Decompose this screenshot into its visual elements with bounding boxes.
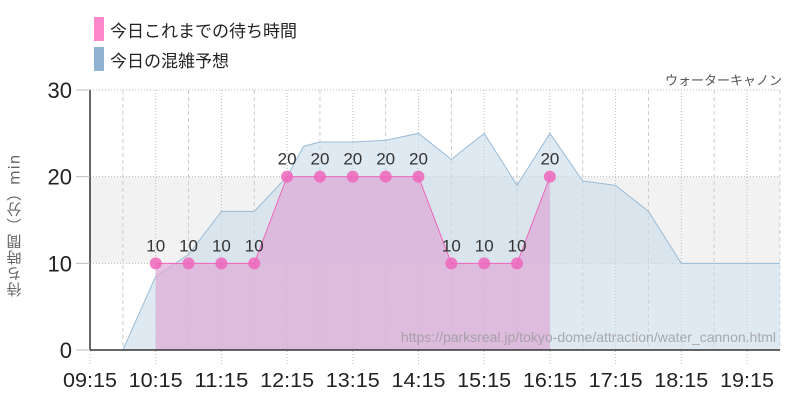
legend-swatch-pink <box>94 17 104 41</box>
x-tick-label: 19:15 <box>720 370 774 392</box>
x-tick-label: 12:15 <box>260 370 314 392</box>
data-label: 20 <box>310 150 329 169</box>
legend-item-forecast[interactable]: 今日の混雑予想 <box>94 44 297 74</box>
forecast-line <box>90 132 780 351</box>
x-tick-label: 10:15 <box>129 370 183 392</box>
data-label: 10 <box>442 236 461 255</box>
data-label: 10 <box>212 236 231 255</box>
data-point <box>182 257 195 270</box>
data-point <box>215 257 228 270</box>
data-label: 10 <box>146 236 165 255</box>
x-tick-label: 09:15 <box>63 370 117 392</box>
data-label: 20 <box>278 150 297 169</box>
data-point <box>445 257 458 270</box>
data-point <box>379 170 392 183</box>
x-tick-label: 11:15 <box>194 370 248 392</box>
x-tick-label: 13:15 <box>326 370 380 392</box>
legend-label: 今日これまでの待ち時間 <box>110 21 297 42</box>
x-tick-label: 15:15 <box>457 370 511 392</box>
data-point <box>149 257 162 270</box>
data-label: 10 <box>245 236 264 255</box>
x-tick-label: 17:15 <box>589 370 643 392</box>
chart-legend: 今日これまでの待ち時間 今日の混雑予想 <box>94 14 297 74</box>
data-point <box>248 257 261 270</box>
data-point <box>346 170 359 183</box>
x-tick-label: 16:15 <box>523 370 577 392</box>
data-point <box>543 170 556 183</box>
data-point <box>281 170 294 183</box>
legend-swatch-blue <box>94 47 104 71</box>
data-point <box>511 257 524 270</box>
legend-label: 今日の混雑予想 <box>110 51 229 72</box>
data-label: 10 <box>475 236 494 255</box>
data-label: 20 <box>343 150 362 169</box>
x-tick-label: 18:15 <box>654 370 708 392</box>
data-label: 20 <box>540 150 559 169</box>
data-label: 20 <box>376 150 395 169</box>
data-point <box>313 170 326 183</box>
data-label: 10 <box>508 236 527 255</box>
data-label: 20 <box>409 150 428 169</box>
y-tick-label: 30 <box>48 78 72 103</box>
attraction-name: ウォーターキャノン <box>664 74 782 89</box>
y-tick-label: 20 <box>48 165 72 190</box>
actual-area <box>155 176 550 350</box>
watermark-url: https://parksreal.jp/tokyo-dome/attracti… <box>401 329 776 345</box>
y-tick-label: 10 <box>48 251 72 276</box>
x-tick-label: 14:15 <box>392 370 446 392</box>
legend-item-actual[interactable]: 今日これまでの待ち時間 <box>94 14 297 44</box>
data-point <box>478 257 491 270</box>
y-tick-label: 0 <box>60 338 72 363</box>
data-label: 10 <box>179 236 198 255</box>
data-point <box>412 170 425 183</box>
